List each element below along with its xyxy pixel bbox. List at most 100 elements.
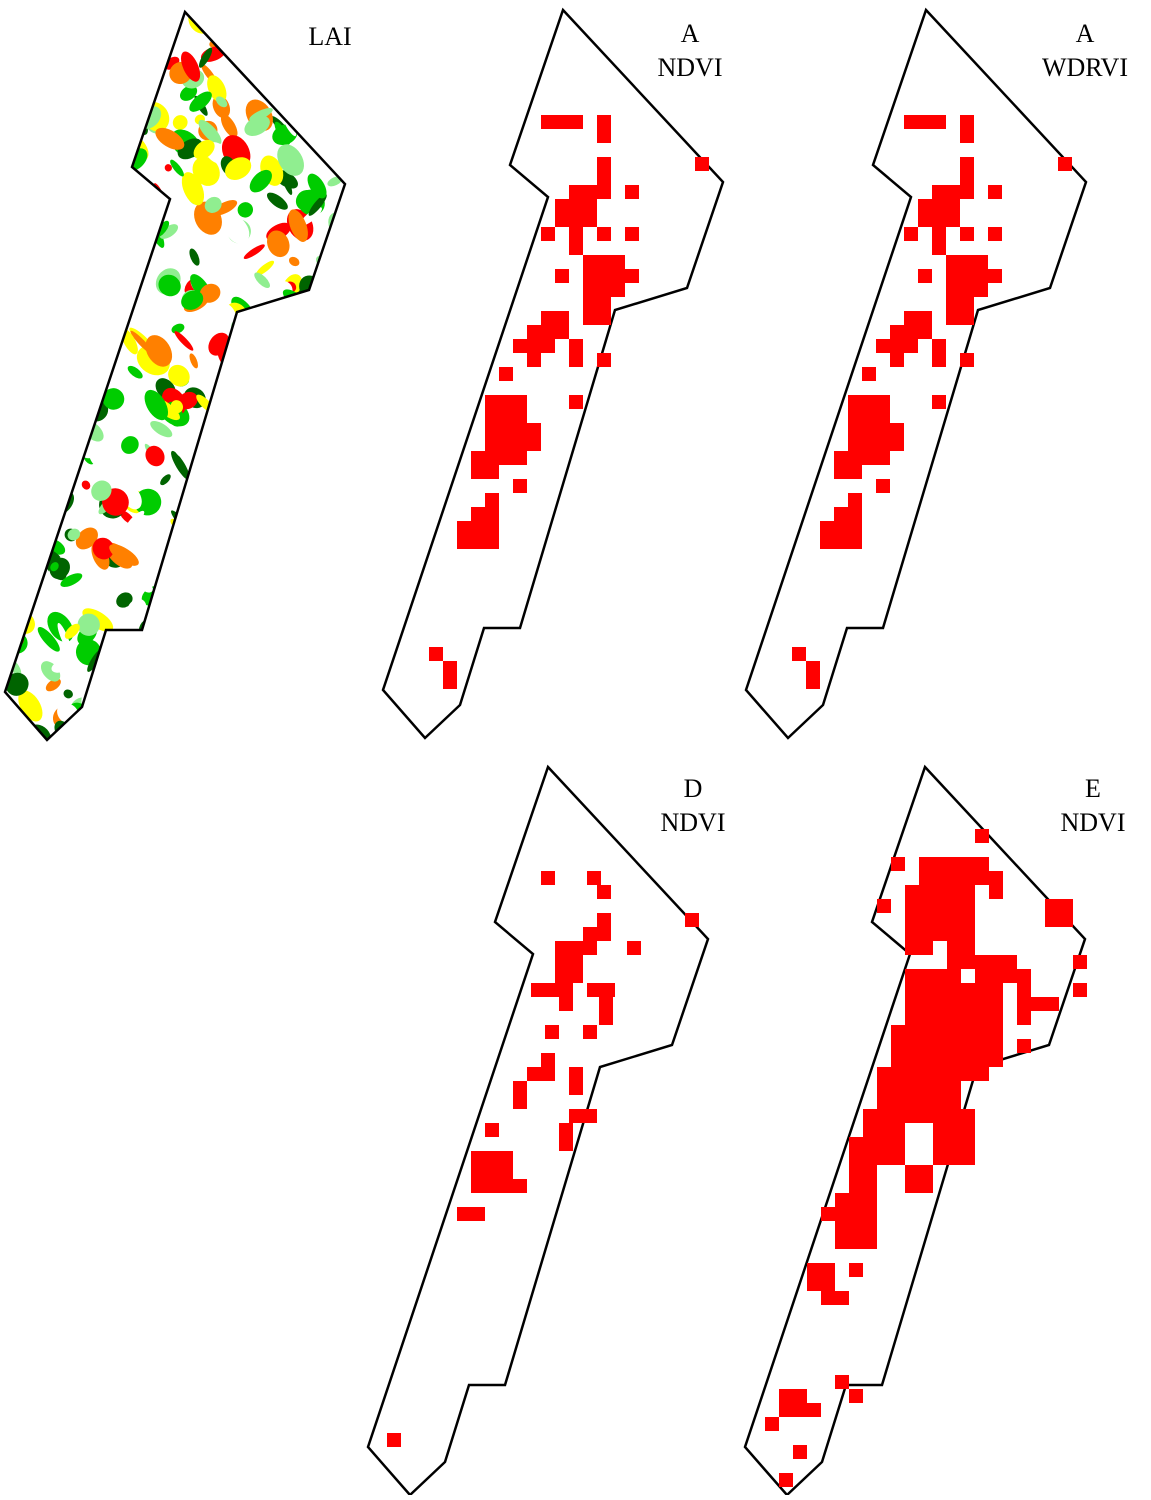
red-cell: [597, 913, 611, 941]
lai-patch: [91, 220, 122, 244]
lai-patch: [263, 461, 300, 497]
red-cell: [627, 941, 641, 955]
lai-patch: [260, 0, 285, 13]
lai-patch: [267, 716, 298, 746]
lai-patch: [214, 630, 256, 673]
lai-patch: [31, 161, 50, 181]
lai-patch: [180, 596, 200, 615]
lai-patch: [306, 620, 333, 645]
red-cell: [975, 829, 989, 843]
field-outline: [368, 767, 708, 1495]
lai-patch: [272, 633, 284, 645]
red-cell: [792, 647, 806, 661]
lai-patch: [291, 389, 305, 406]
lai-patch: [144, 719, 171, 745]
lai-patch: [85, 147, 111, 169]
lai-patch: [336, 66, 359, 93]
lai-patch: [23, 531, 47, 555]
lai-patch: [262, 349, 300, 387]
lai-patch: [198, 579, 230, 613]
lai-patch: [97, 194, 115, 211]
lai-patch: [111, 189, 141, 220]
red-cell: [541, 227, 555, 241]
lai-patch: [306, 612, 324, 630]
red-cell: [849, 1389, 863, 1403]
lai-patch: [217, 449, 249, 487]
red-cell: [513, 1179, 527, 1193]
lai-patch: [209, 631, 234, 659]
red-cell: [559, 983, 573, 1011]
lai-patch: [3, 421, 32, 451]
lai-patch: [113, 688, 137, 712]
lai-patch: [17, 174, 50, 207]
lai-patch: [254, 516, 279, 540]
lai-patch: [272, 428, 296, 448]
lai-patch: [280, 66, 291, 77]
lai-patch: [91, 329, 114, 352]
lai-patch: [72, 88, 98, 116]
lai-patch: [49, 64, 94, 107]
lai-patch: [289, 684, 307, 700]
lai-patch: [82, 182, 108, 211]
red-cell: [835, 1375, 849, 1389]
lai-patch: [215, 530, 249, 565]
red-cell: [848, 395, 890, 423]
lai-patch: [222, 588, 248, 610]
lai-patch: [125, 34, 140, 51]
lai-patch: [290, 71, 325, 101]
lai-patch: [195, 562, 218, 585]
red-cell: [541, 311, 569, 339]
lai-patch: [251, 396, 288, 435]
lai-patch: [333, 238, 355, 259]
lai-patch: [196, 511, 222, 540]
red-cell: [569, 227, 583, 255]
lai-patch: [211, 608, 236, 643]
lai-patch: [94, 320, 119, 340]
lai-patch: [110, 199, 131, 218]
lai-patch: [288, 456, 316, 485]
red-cell: [541, 115, 583, 129]
lai-patch: [121, 81, 132, 92]
lai-patch: [0, 384, 17, 410]
lai-patch: [27, 418, 48, 438]
red-cell: [597, 885, 611, 899]
lai-patch: [291, 39, 309, 54]
lai-patch: [80, 0, 115, 26]
lai-patch: [325, 511, 338, 524]
lai-patch: [283, 566, 323, 604]
red-cell: [960, 115, 974, 143]
lai-patch: [136, 74, 150, 85]
lai-patch: [41, 458, 61, 476]
red-cell: [485, 395, 527, 423]
red-cell: [531, 983, 559, 997]
lai-patch: [256, 40, 280, 72]
figure: LAIANDVIAWDRVIDNDVIENDVI: [0, 0, 1151, 1495]
lai-patch: [319, 388, 350, 423]
lai-patch: [48, 306, 74, 328]
red-cell: [905, 941, 933, 955]
lai-patch: [318, 248, 355, 290]
red-cell: [988, 227, 1002, 241]
red-cell: [513, 1081, 527, 1109]
lai-patch: [238, 361, 272, 393]
lai-patch: [231, 513, 259, 537]
lai-patch: [316, 530, 346, 560]
lai-patch: [304, 484, 326, 509]
lai-patch: [196, 456, 223, 484]
lai-patch: [225, 0, 257, 18]
lai-patch: [197, 601, 228, 633]
red-cell: [569, 395, 583, 409]
lai-patch: [26, 17, 49, 38]
lai-patch: [51, 234, 72, 255]
lai-patch: [233, 50, 254, 68]
lai-patch: [311, 327, 342, 358]
red-cell: [891, 857, 905, 871]
lai-patch: [197, 607, 229, 639]
lai-patch: [77, 385, 100, 404]
lai-patch: [57, 167, 81, 192]
lai-patch: [316, 407, 340, 434]
lai-patch: [277, 365, 311, 396]
lai-patch: [304, 417, 325, 448]
lai-patch: [231, 496, 250, 519]
lai-patch: [291, 406, 324, 438]
